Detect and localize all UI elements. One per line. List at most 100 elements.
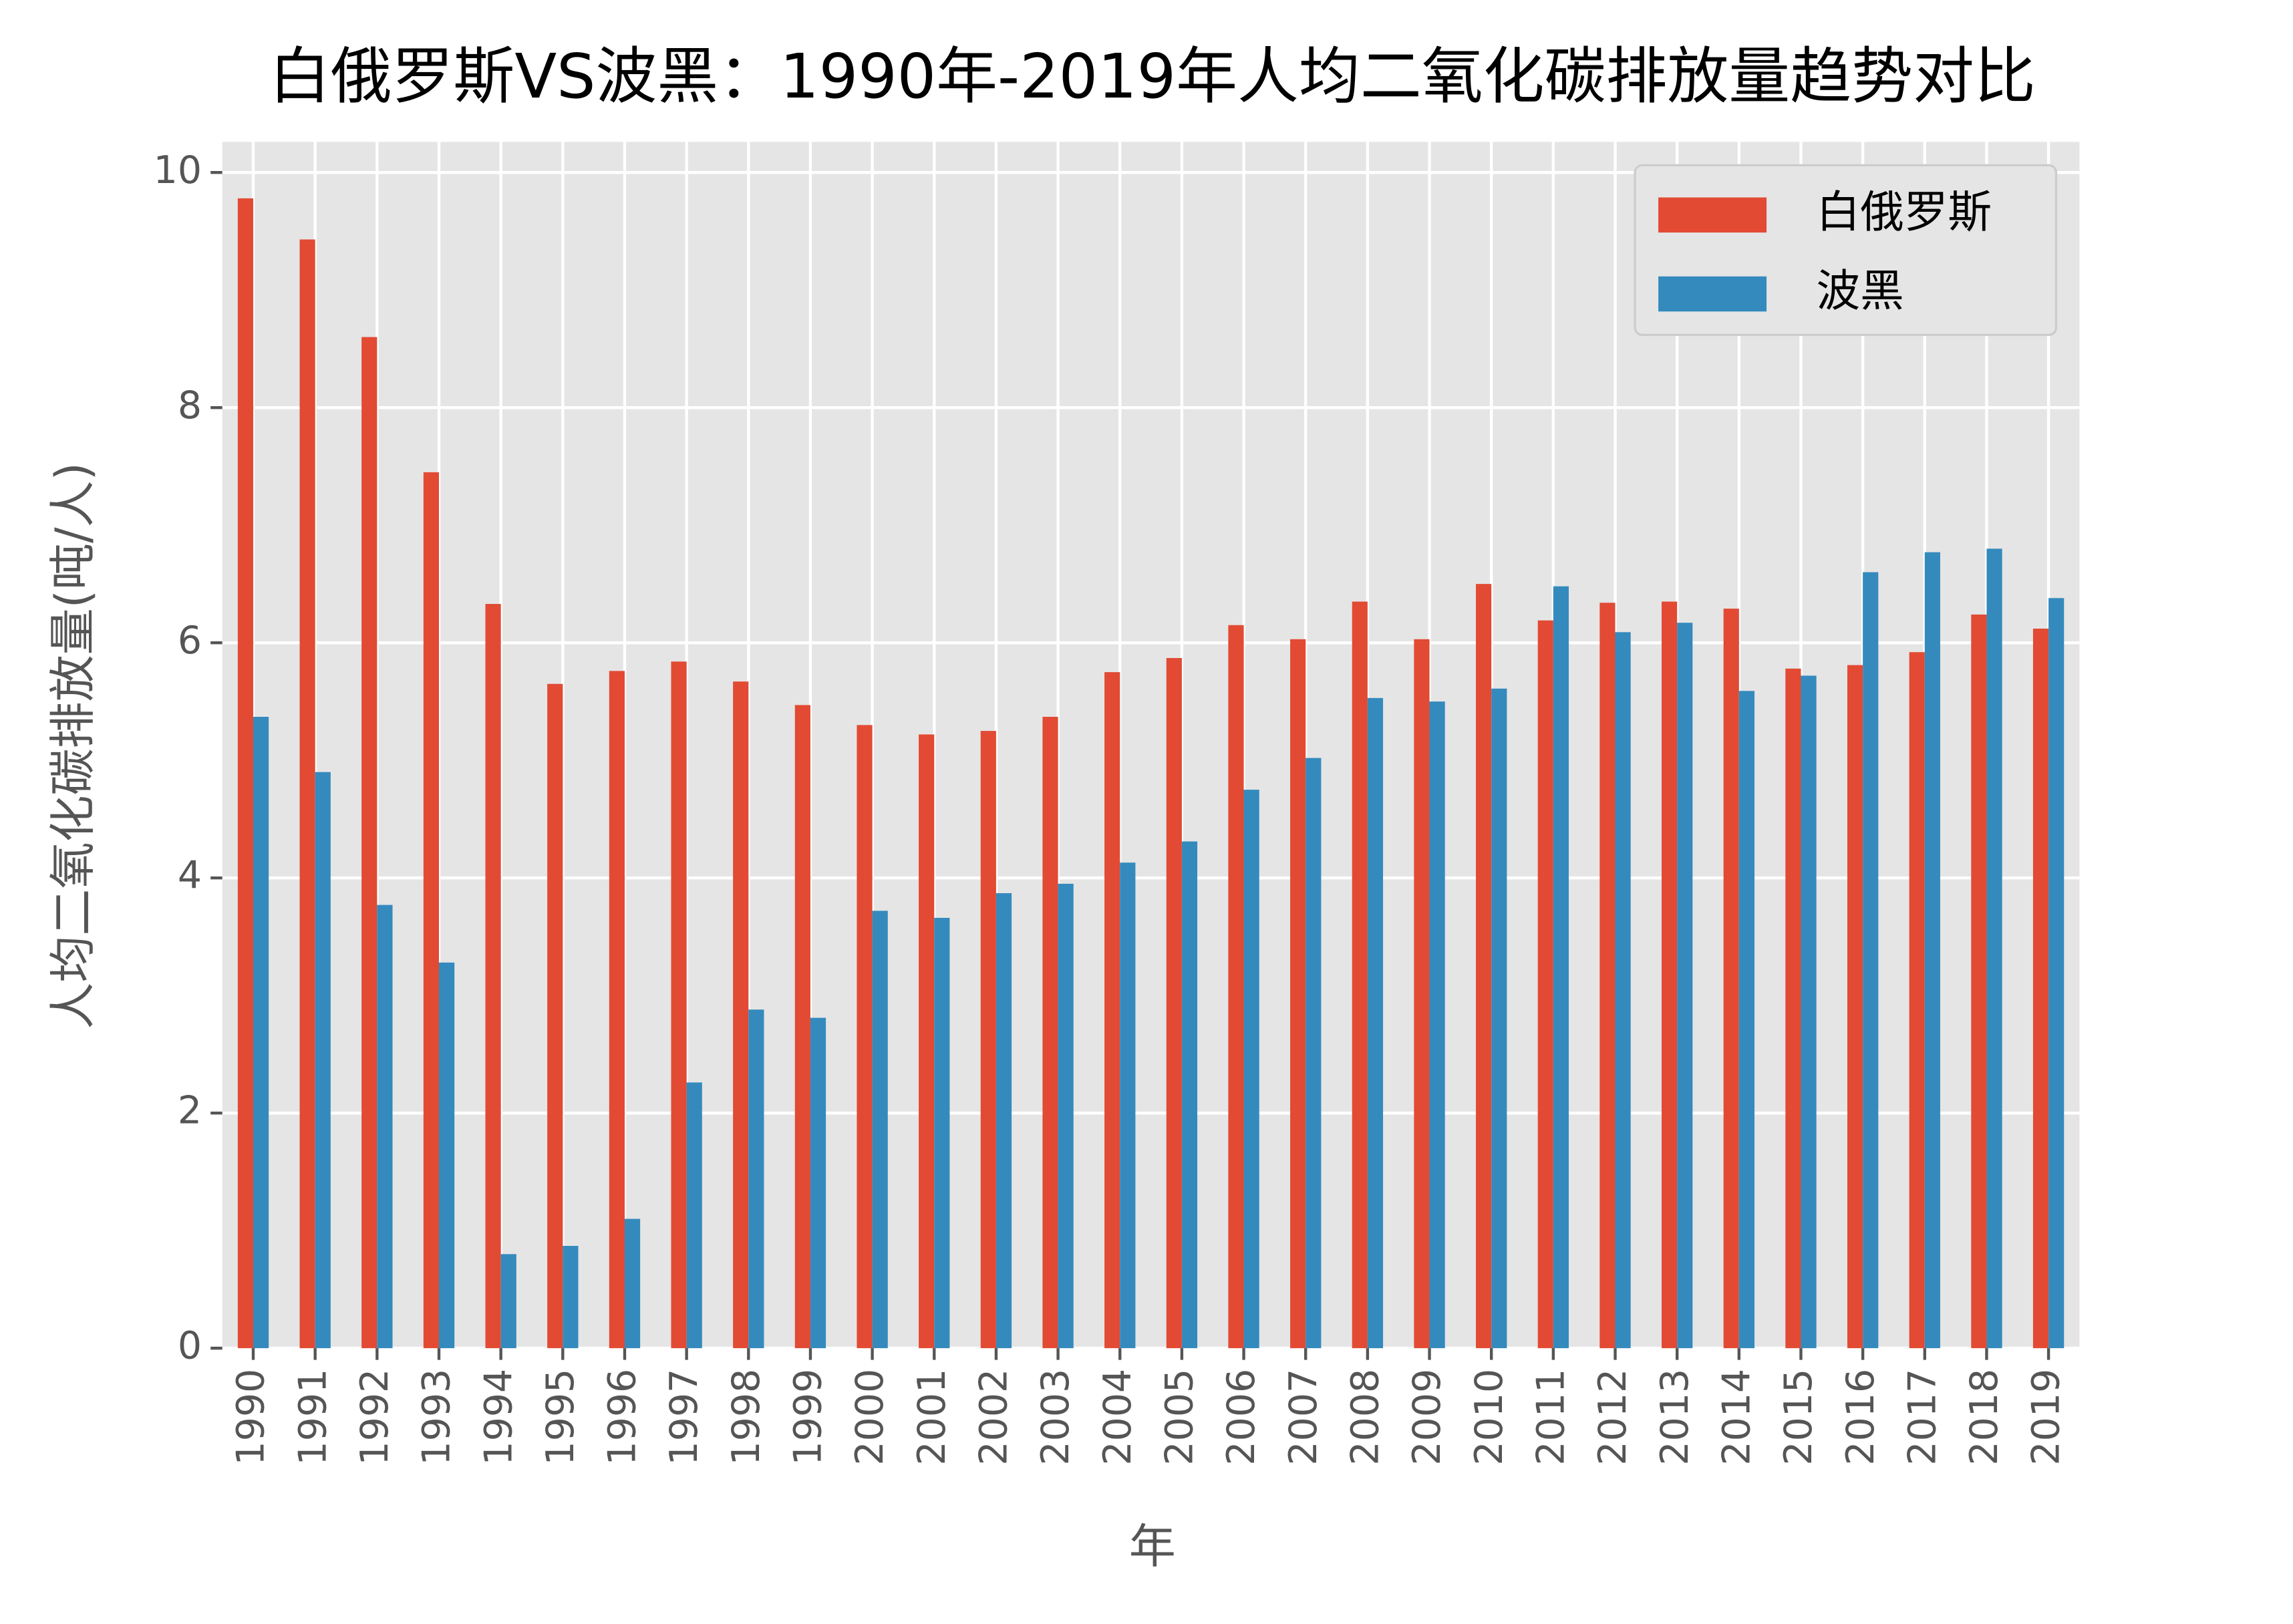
x-tick-label: 2006 (1219, 1369, 1263, 1466)
bar (810, 1017, 826, 1349)
x-tick-label: 2015 (1777, 1369, 1821, 1466)
x-tick-label: 2013 (1653, 1369, 1697, 1466)
bar (299, 239, 315, 1349)
bar (1847, 665, 1863, 1349)
bar (1924, 552, 1940, 1349)
legend-swatch (1658, 276, 1767, 312)
x-tick-label: 1993 (415, 1369, 459, 1466)
bar (1166, 658, 1182, 1349)
legend-label: 波黑 (1816, 266, 1903, 317)
bar (2048, 598, 2065, 1349)
x-tick-label: 1991 (291, 1369, 335, 1466)
bar (1986, 548, 2002, 1349)
bar (547, 683, 563, 1349)
x-tick-label: 1999 (786, 1369, 830, 1466)
y-tick-label: 10 (154, 148, 202, 192)
bar (438, 962, 455, 1349)
y-tick-label: 4 (178, 854, 202, 898)
bar (624, 1219, 641, 1349)
bar (1677, 623, 1693, 1349)
x-tick-label: 1997 (662, 1369, 706, 1466)
bar (1306, 758, 1322, 1349)
x-tick-label: 2003 (1034, 1369, 1078, 1466)
x-tick-label: 2017 (1900, 1369, 1944, 1466)
bar (980, 731, 996, 1349)
x-tick-label: 2009 (1405, 1369, 1449, 1466)
bar (609, 671, 625, 1349)
bar (485, 604, 501, 1349)
bar (1738, 691, 1754, 1349)
bar (1863, 572, 1879, 1349)
bar (361, 337, 377, 1349)
x-tick-label: 2018 (1962, 1369, 2006, 1466)
y-tick-label: 0 (178, 1324, 202, 1368)
x-tick-label: 2007 (1281, 1369, 1326, 1466)
bar (1476, 584, 1492, 1349)
x-tick-label: 1998 (724, 1369, 768, 1466)
bar (563, 1246, 579, 1349)
plot-area (222, 142, 2080, 1349)
y-axis-label: 人均二氧化碳排放量(吨/人) (45, 462, 100, 1029)
x-tick-label: 1996 (601, 1369, 645, 1466)
bar (1909, 652, 1925, 1349)
bar (1414, 639, 1430, 1349)
bar (1228, 625, 1244, 1349)
bar (1971, 614, 1987, 1349)
bar (1120, 862, 1136, 1349)
bar (1491, 688, 1507, 1349)
bar (1785, 668, 1801, 1349)
bar (377, 905, 393, 1349)
bar (237, 198, 254, 1349)
bar (1599, 603, 1616, 1349)
bars (237, 198, 2065, 1349)
x-tick-label: 2008 (1343, 1369, 1387, 1466)
y-tick-label: 2 (178, 1089, 202, 1133)
x-tick-label: 2001 (910, 1369, 954, 1466)
bar (1537, 620, 1553, 1349)
x-tick-label: 2019 (2024, 1369, 2069, 1466)
bar (671, 661, 687, 1349)
bar (1058, 883, 1074, 1349)
bar (748, 1009, 764, 1349)
x-tick-label: 1995 (539, 1369, 583, 1466)
bar (872, 911, 888, 1349)
x-tick-label: 2016 (1839, 1369, 1883, 1466)
x-tick-label: 1992 (353, 1369, 397, 1466)
y-tick-label: 8 (178, 383, 202, 428)
bar (857, 725, 873, 1349)
x-tick-label: 2000 (848, 1369, 892, 1466)
bar (1042, 717, 1058, 1349)
bar (919, 734, 935, 1349)
y-tick-label: 6 (178, 619, 202, 663)
x-tick-label: 2002 (972, 1369, 1016, 1466)
x-tick-label: 2011 (1529, 1369, 1573, 1466)
bar (2032, 629, 2049, 1349)
x-tick-label: 2005 (1158, 1369, 1202, 1466)
bar (996, 893, 1012, 1349)
bar (794, 705, 810, 1349)
x-tick-label: 2010 (1467, 1369, 1511, 1466)
x-tick-label: 2004 (1096, 1369, 1140, 1466)
chart-title: 白俄罗斯VS波黑：1990年-2019年人均二氧化碳排放量趋势对比 (269, 41, 2036, 112)
bar (1429, 701, 1445, 1349)
bar (1723, 609, 1739, 1349)
bar (1615, 632, 1631, 1349)
legend-swatch (1658, 197, 1767, 233)
x-tick-label: 2014 (1714, 1369, 1759, 1466)
legend-label: 白俄罗斯 (1816, 187, 1992, 238)
bar (1661, 601, 1678, 1349)
bar (1553, 586, 1569, 1349)
bar (1367, 697, 1384, 1349)
bar (500, 1254, 516, 1349)
bar (686, 1082, 702, 1349)
bar (1181, 841, 1198, 1349)
x-axis-label: 年 (1129, 1519, 1176, 1574)
x-tick-label: 1994 (476, 1369, 520, 1466)
bar (253, 717, 269, 1349)
x-tick-label: 1990 (229, 1369, 273, 1466)
x-tick-label: 2012 (1591, 1369, 1635, 1466)
bar (423, 472, 439, 1349)
bar (1243, 790, 1259, 1349)
bar (1352, 601, 1368, 1349)
